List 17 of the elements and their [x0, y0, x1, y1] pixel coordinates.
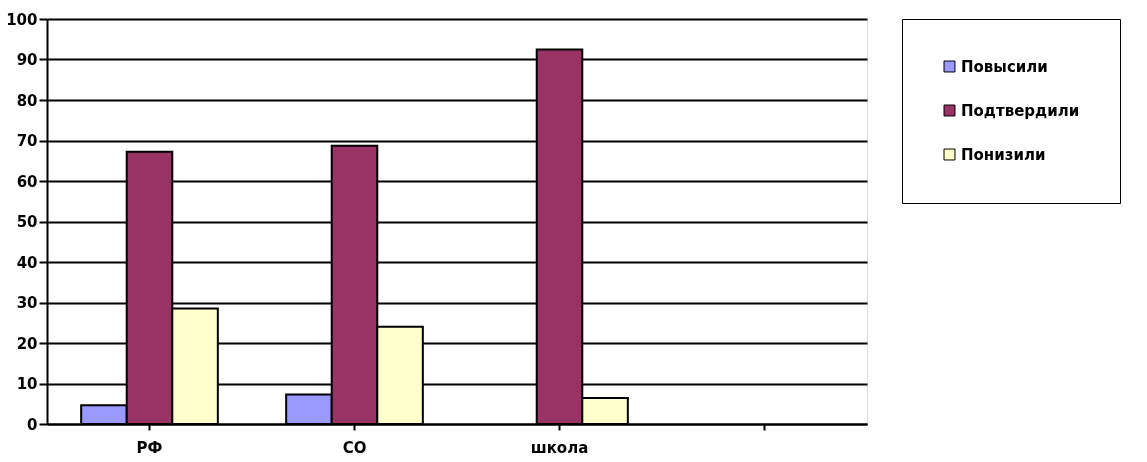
y-tick-label: 70 — [16, 132, 38, 150]
legend-label: Подтвердили — [961, 101, 1080, 120]
x-tick-label: школа — [530, 438, 589, 457]
x-tick-label: СО — [342, 438, 367, 457]
y-tick-label: 20 — [16, 334, 38, 353]
y-tick-label: 90 — [16, 51, 38, 69]
x-tick-label: РФ — [136, 438, 163, 457]
y-tick-label: 40 — [16, 253, 38, 272]
y-tick-label: 80 — [16, 91, 38, 110]
y-tick-label: 100 — [6, 10, 38, 29]
y-tick-label: 60 — [16, 172, 38, 191]
y-tick-label: 30 — [16, 294, 38, 312]
y-tick-label: 0 — [27, 415, 38, 434]
y-tick-label: 10 — [16, 375, 38, 393]
legend-label: Понизили — [961, 145, 1046, 164]
y-tick-label: 50 — [16, 213, 38, 231]
legend-label: Повысили — [961, 57, 1048, 76]
